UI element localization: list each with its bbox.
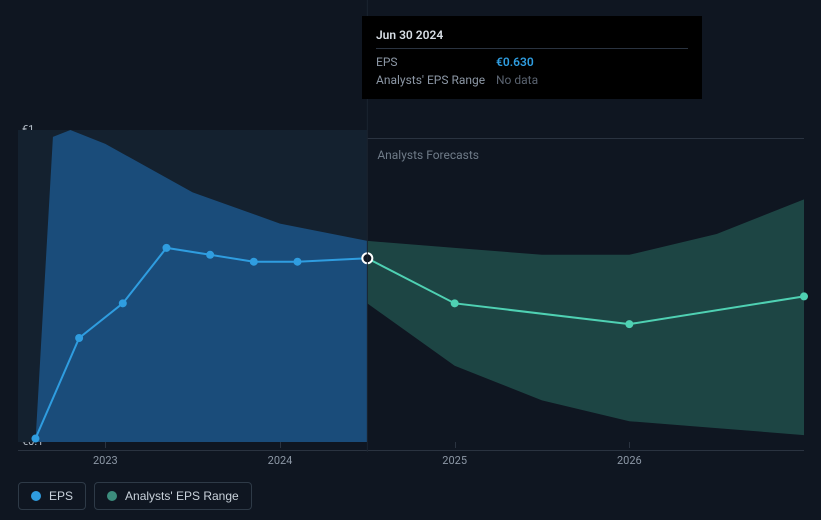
tooltip-title: Jun 30 2024 [376,28,688,49]
chart-tooltip: Jun 30 2024 EPS €0.630 Analysts' EPS Ran… [362,16,702,99]
tooltip-row-label: EPS [376,55,496,69]
legend-dot-icon [31,491,41,501]
x-tick-label: 2026 [617,454,642,467]
legend-label: EPS [49,489,73,503]
legend-dot-icon [107,491,117,501]
plot-area[interactable] [18,130,804,442]
tooltip-row-label: Analysts' EPS Range [376,73,496,87]
legend-item-eps[interactable]: EPS [18,482,86,510]
x-tick-label: 2023 [93,454,118,467]
x-axis: 2023 2024 2025 2026 [18,450,804,480]
legend: EPS Analysts' EPS Range [18,482,252,510]
x-tick-label: 2024 [268,454,293,467]
tooltip-row-value: No data [496,73,538,87]
x-tick-label: 2025 [442,454,467,467]
tooltip-row-value: €0.630 [496,55,534,69]
legend-label: Analysts' EPS Range [125,489,239,503]
legend-item-range[interactable]: Analysts' EPS Range [94,482,252,510]
